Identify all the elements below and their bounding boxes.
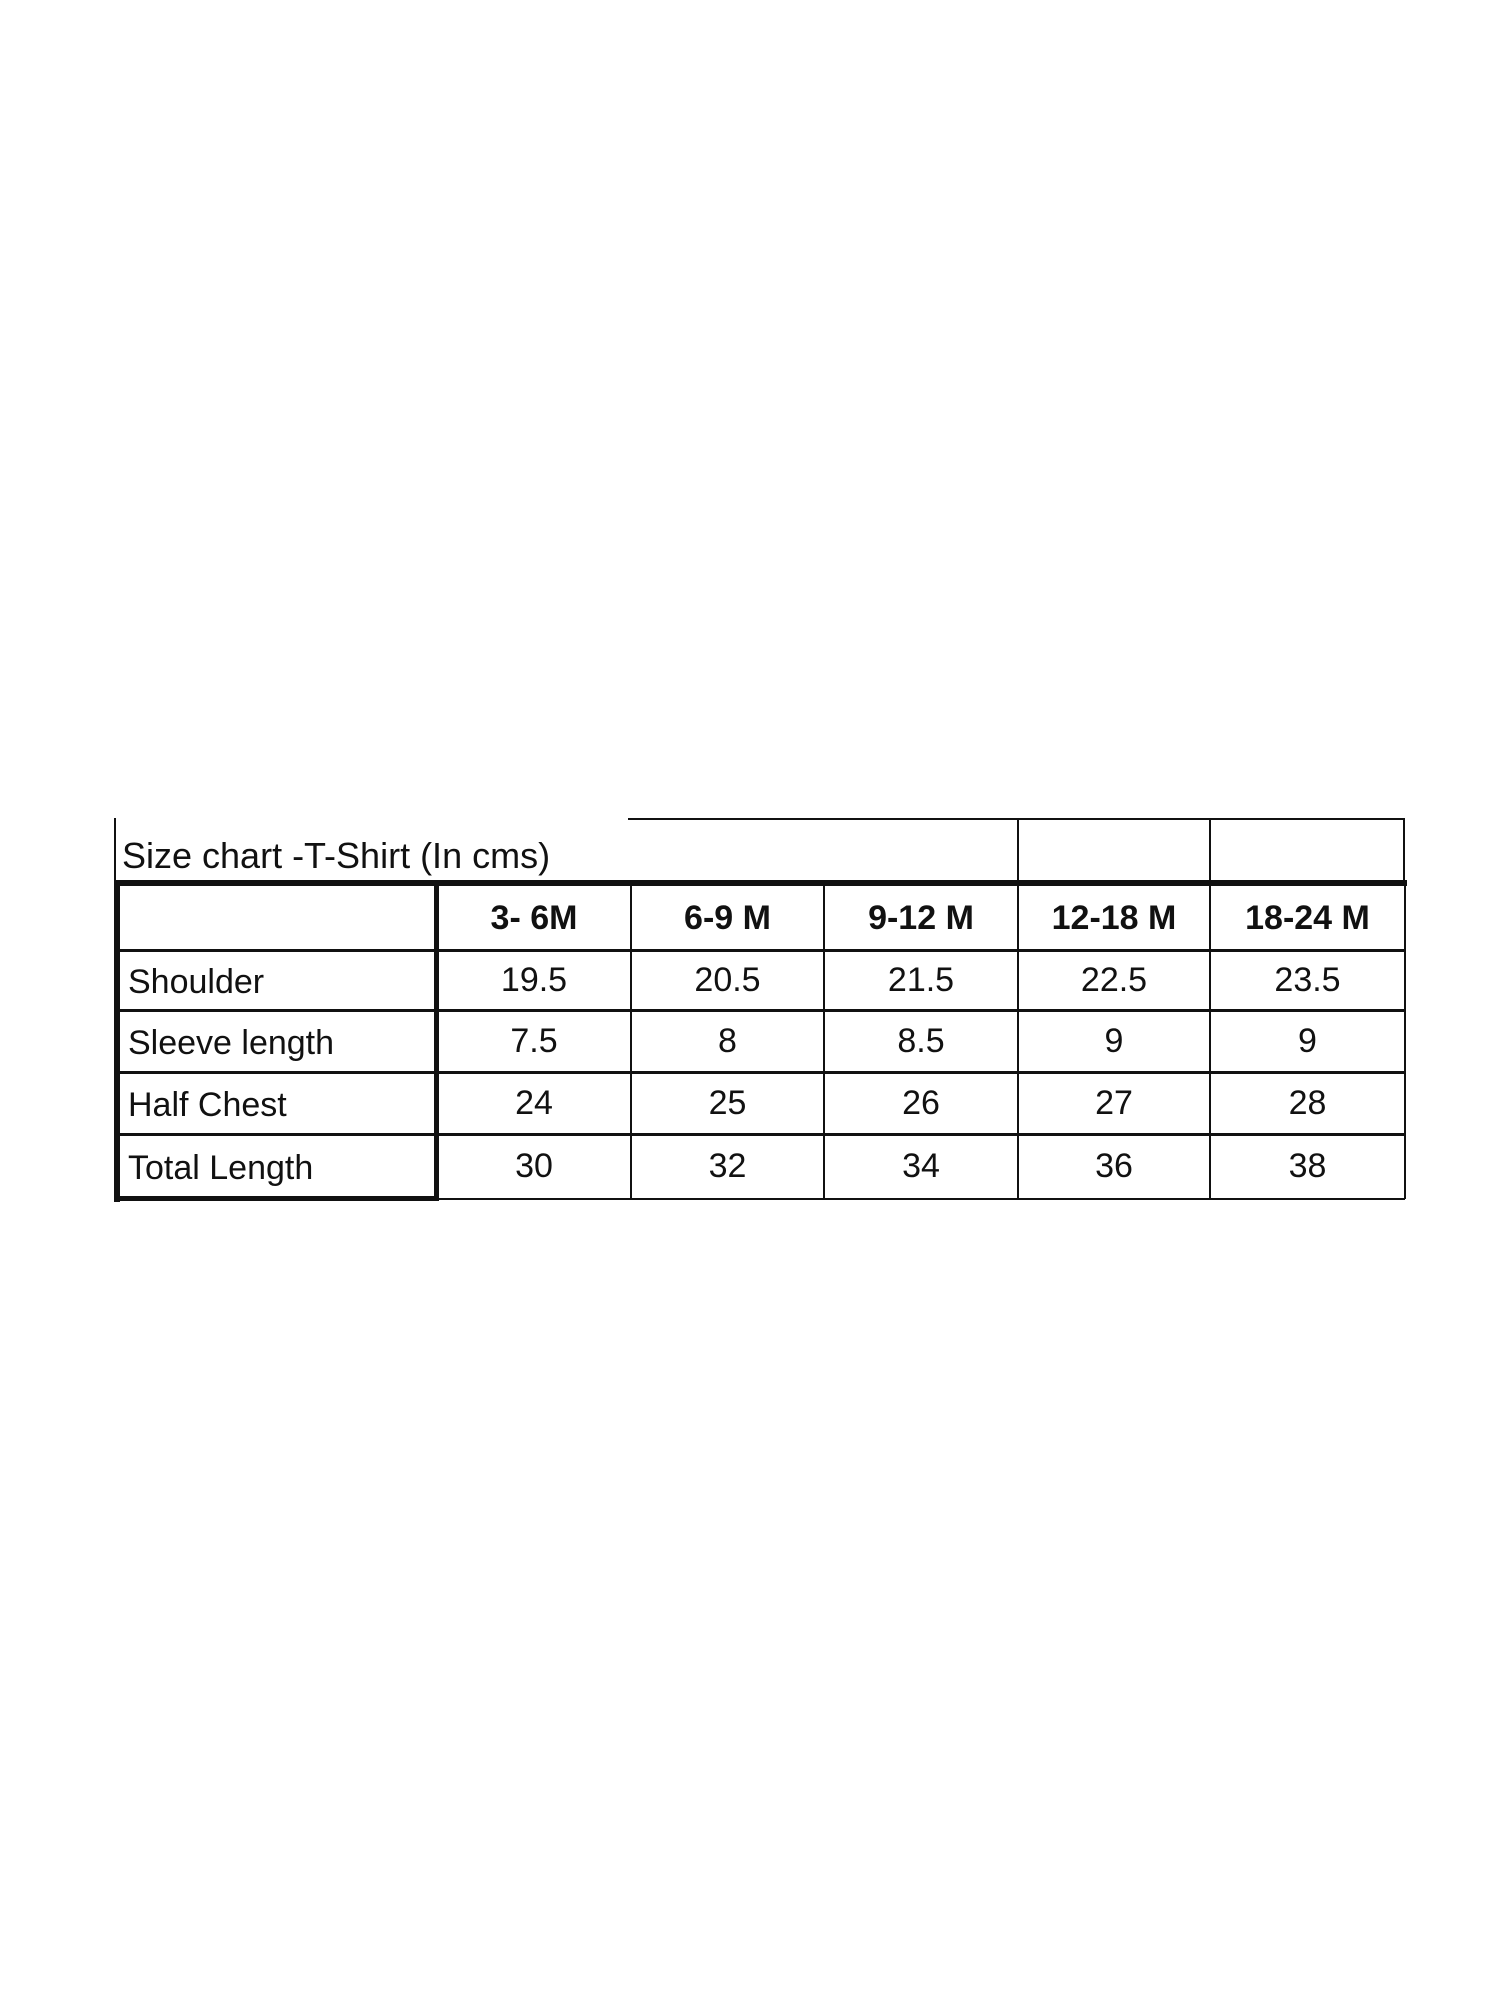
- row-divider: [114, 1071, 1405, 1074]
- table-cell: 24: [515, 1083, 553, 1122]
- row-label: Half Chest: [128, 1085, 287, 1124]
- table-cell: 32: [708, 1147, 747, 1185]
- column-header: 12-18 M: [1051, 898, 1177, 937]
- column-header: 18-24 M: [1245, 898, 1370, 937]
- row-divider: [114, 1133, 1405, 1136]
- table-cell: 21.5: [887, 960, 955, 999]
- column-header: 9-12 M: [868, 898, 974, 937]
- column-header: 6-9 M: [684, 898, 771, 937]
- title-divider: [1209, 818, 1211, 884]
- table-title: Size chart -T-Shirt (In cms): [122, 835, 551, 876]
- table-cell: 34: [902, 1147, 940, 1185]
- table-cell: 26: [902, 1083, 940, 1122]
- title-left-border: [114, 818, 116, 884]
- table-left-border: [114, 880, 120, 1202]
- row-divider: [114, 1009, 1405, 1012]
- table-cell: 7.5: [510, 1021, 558, 1060]
- column-divider: [1404, 883, 1406, 1199]
- table-cell: 27: [1095, 1083, 1133, 1122]
- title-divider: [1017, 818, 1019, 884]
- title-top-border: [628, 818, 1405, 820]
- table-cell: 9: [1104, 1021, 1124, 1060]
- row-divider: [114, 949, 1405, 952]
- row-label: Sleeve length: [128, 1023, 335, 1062]
- column-divider: [823, 883, 825, 1199]
- table-cell: 8.5: [897, 1021, 945, 1060]
- table-cell: 36: [1095, 1147, 1133, 1185]
- table-cell: 9: [1298, 1021, 1317, 1060]
- column-header: 3- 6M: [490, 898, 578, 937]
- column-divider: [630, 883, 632, 1199]
- table-cell: 19.5: [500, 960, 568, 999]
- table-cell: 38: [1288, 1147, 1327, 1185]
- table-cell: 8: [718, 1021, 737, 1060]
- label-right-border: [434, 883, 439, 1201]
- column-divider: [1209, 883, 1211, 1199]
- row-label: Shoulder: [128, 962, 265, 1001]
- table-cell: 25: [708, 1083, 747, 1122]
- table-cell: 23.5: [1274, 960, 1341, 999]
- header-top-border: [114, 880, 1407, 886]
- table-cell: 20.5: [694, 960, 761, 999]
- table-cell: 28: [1288, 1083, 1327, 1122]
- table-cell: 22.5: [1080, 960, 1148, 999]
- table-bottom-border: [437, 1198, 1405, 1200]
- column-divider: [1017, 883, 1019, 1199]
- table-cell: 30: [515, 1147, 553, 1185]
- label-bottom-border: [114, 1196, 437, 1201]
- row-label: Total Length: [128, 1149, 314, 1187]
- title-divider: [1403, 818, 1405, 884]
